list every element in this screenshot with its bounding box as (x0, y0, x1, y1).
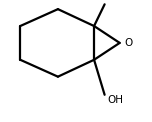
Text: OH: OH (108, 95, 124, 105)
Text: O: O (124, 38, 132, 48)
